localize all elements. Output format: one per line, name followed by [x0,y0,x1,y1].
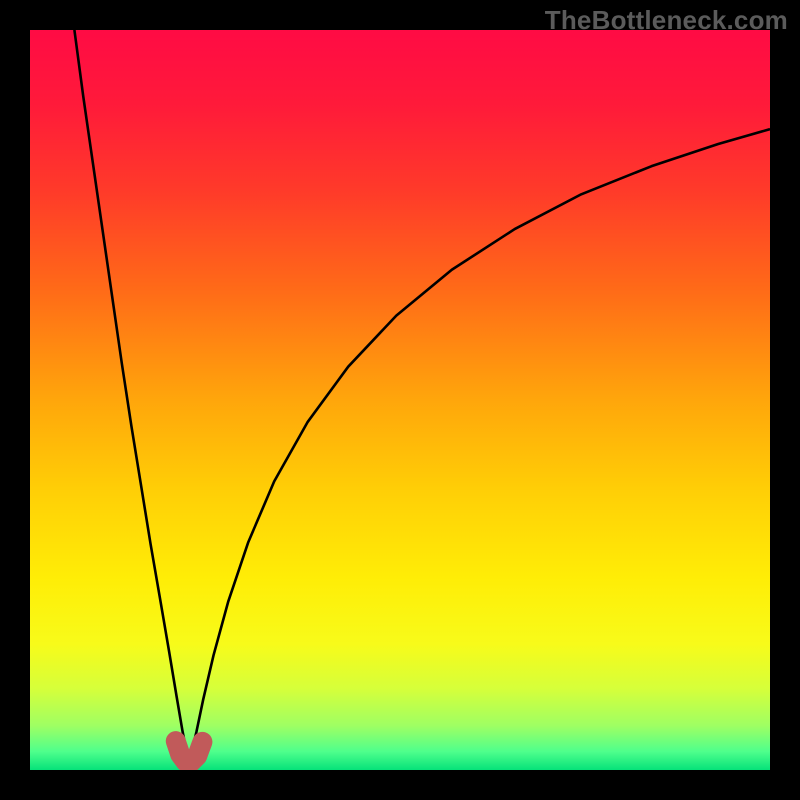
chart-container: TheBottleneck.com [0,0,800,800]
watermark-label: TheBottleneck.com [545,5,788,36]
plot-svg [30,30,770,770]
gradient-background [30,30,770,770]
plot-area [30,30,770,770]
